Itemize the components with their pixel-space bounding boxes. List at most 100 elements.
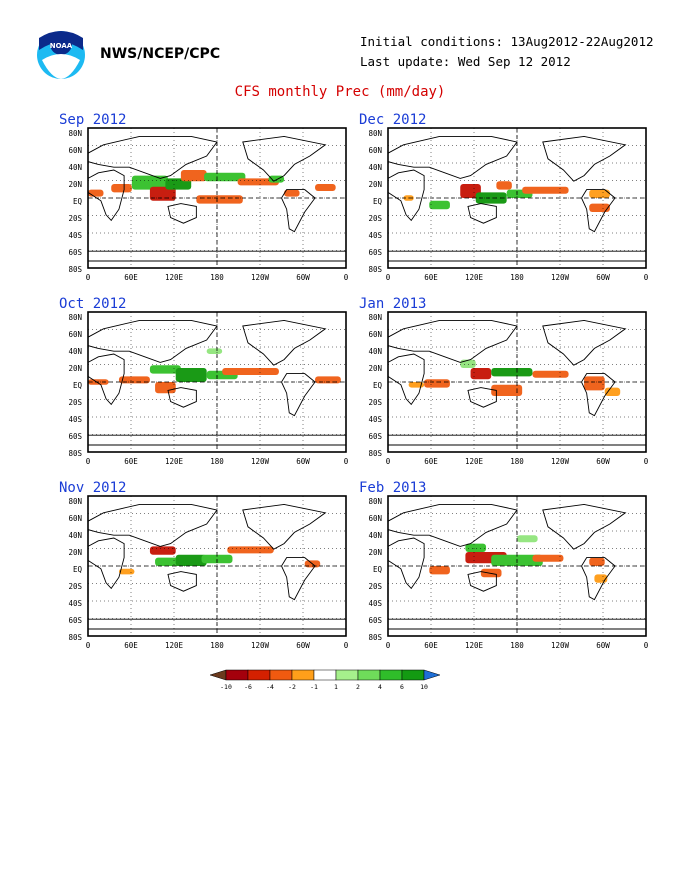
lat-label: 20N bbox=[68, 364, 82, 373]
precip-anomaly-region bbox=[175, 368, 207, 382]
panel-jan-2013: Jan 2013 80N 60N 40N 20N EQ 20S 40S 60S 80S 0 60E 1… bbox=[358, 296, 658, 466]
map-feb-2013: 80N 60N 40N 20N EQ 20S 40S 60S 80S 0 60E 120E 180 120… bbox=[368, 495, 649, 650]
lat-label: 60N bbox=[368, 146, 382, 155]
panel-title: Nov 2012 bbox=[59, 480, 127, 496]
precip-anomaly-region bbox=[460, 184, 481, 198]
legend-swatch bbox=[357, 669, 381, 681]
map-frame bbox=[87, 495, 347, 637]
map-oct-2012: 80N 60N 40N 20N EQ 20S 40S 60S 80S 0 60E 120E 180 120… bbox=[68, 311, 349, 466]
lon-label: 180 bbox=[510, 457, 524, 466]
precip-anomaly-region bbox=[491, 368, 533, 377]
precip-anomaly-region bbox=[227, 546, 274, 554]
lon-label: 0 bbox=[86, 457, 91, 466]
legend-tick-label: 2 bbox=[356, 683, 360, 691]
coastline bbox=[387, 319, 518, 363]
coastline bbox=[542, 135, 627, 182]
lon-label: 60W bbox=[296, 273, 310, 282]
lon-label: 120W bbox=[551, 457, 570, 466]
coastline bbox=[542, 319, 627, 366]
legend-swatch bbox=[401, 669, 425, 681]
precip-anomaly-region bbox=[206, 348, 223, 354]
legend-arrow-right bbox=[423, 669, 441, 681]
map-frame bbox=[387, 311, 647, 453]
logo-text: NOAA bbox=[50, 42, 73, 50]
map-nov-2012: 80N 60N 40N 20N EQ 20S 40S 60S 80S 0 60E 120E 180 120… bbox=[68, 495, 349, 650]
coastline bbox=[580, 557, 616, 601]
map-frame bbox=[87, 127, 347, 269]
precip-anomaly-region bbox=[480, 568, 502, 578]
lat-label: 80S bbox=[368, 633, 382, 642]
lon-label: 120E bbox=[465, 641, 484, 650]
precip-anomaly-region bbox=[111, 184, 132, 193]
precip-anomaly-region bbox=[237, 178, 279, 186]
legend-tick-label: 4 bbox=[378, 683, 382, 691]
legend-tick-label: -1 bbox=[310, 683, 318, 691]
lon-label: 60E bbox=[424, 641, 438, 650]
legend-tick-label: -10 bbox=[220, 683, 232, 691]
lat-label: 20S bbox=[68, 582, 82, 591]
lon-label: 0 bbox=[386, 457, 391, 466]
lat-label: EQ bbox=[373, 381, 383, 390]
precip-anomaly-region bbox=[149, 365, 181, 374]
legend-tick-label: -4 bbox=[266, 683, 274, 691]
legend-arrow-left bbox=[209, 669, 227, 681]
lon-label: 0 bbox=[344, 273, 349, 282]
lat-label: 60N bbox=[368, 514, 382, 523]
lon-label: 60W bbox=[296, 641, 310, 650]
lat-label: 60S bbox=[68, 248, 82, 257]
lat-label: 80N bbox=[68, 497, 82, 506]
lat-label: EQ bbox=[73, 565, 83, 574]
lat-label: 20S bbox=[368, 214, 382, 223]
lat-label: EQ bbox=[73, 197, 83, 206]
lon-label: 120W bbox=[251, 273, 270, 282]
precip-anomaly-region bbox=[408, 382, 425, 388]
precip-anomaly-region bbox=[522, 186, 569, 194]
lon-label: 180 bbox=[210, 273, 224, 282]
lon-label: 180 bbox=[510, 641, 524, 650]
lon-label: 0 bbox=[644, 457, 649, 466]
panel-title: Feb 2013 bbox=[359, 480, 427, 496]
precip-anomaly-region bbox=[424, 379, 450, 388]
lat-label: 60S bbox=[368, 248, 382, 257]
coastline bbox=[167, 203, 197, 224]
last-update: Last update: Wed Sep 12 2012 bbox=[360, 54, 571, 69]
lat-label: 80N bbox=[368, 129, 382, 138]
coastline bbox=[167, 571, 197, 592]
lat-label: 20N bbox=[368, 364, 382, 373]
lon-label: 120W bbox=[551, 641, 570, 650]
lat-label: 60S bbox=[368, 432, 382, 441]
lon-label: 60W bbox=[596, 273, 610, 282]
precip-anomaly-region bbox=[155, 382, 176, 394]
color-legend: -10 -6 -4 -2 -1 1 2 4 6 10 bbox=[209, 669, 441, 691]
lat-label: 40N bbox=[68, 531, 82, 540]
precip-anomaly-region bbox=[470, 368, 492, 380]
legend-swatch bbox=[379, 669, 403, 681]
precip-anomaly-region bbox=[315, 184, 336, 191]
lat-label: 20N bbox=[368, 180, 382, 189]
precip-anomaly-region bbox=[604, 387, 621, 396]
precip-anomaly-region bbox=[155, 557, 181, 566]
panel-feb-2013: Feb 2013 80N 60N 40N 20N EQ 20S 40S 60S 80S 0 60E 1… bbox=[358, 480, 658, 650]
lat-label: 20N bbox=[368, 548, 382, 557]
coastline bbox=[87, 135, 218, 179]
panel-dec-2012: Dec 2012 80N 60N 40N 20N EQ 20S 40S 60S 80S 0 60E 1… bbox=[358, 112, 658, 282]
lat-label: 60S bbox=[68, 616, 82, 625]
coastline bbox=[242, 319, 327, 366]
coastline bbox=[387, 135, 518, 179]
lat-label: 40S bbox=[68, 599, 82, 608]
legend-swatch bbox=[291, 669, 315, 681]
lon-label: 60E bbox=[124, 273, 138, 282]
legend-tick-label: 1 bbox=[334, 683, 338, 691]
panel-sep-2012: Sep 2012 80N 60N 40N 20N EQ 20S 40S 60S 80S 0 60E 1… bbox=[58, 112, 358, 282]
lat-label: 40N bbox=[368, 531, 382, 540]
lat-label: 80S bbox=[68, 265, 82, 274]
panel-title: Jan 2013 bbox=[359, 296, 427, 312]
lon-label: 60E bbox=[124, 641, 138, 650]
lat-label: 40S bbox=[68, 231, 82, 240]
lat-label: EQ bbox=[73, 381, 83, 390]
figure-title: CFS monthly Prec (mm/day) bbox=[234, 84, 446, 100]
coastline bbox=[387, 503, 518, 547]
precip-anomaly-region bbox=[429, 566, 450, 575]
precip-anomaly-region bbox=[429, 200, 450, 210]
lon-label: 180 bbox=[510, 273, 524, 282]
